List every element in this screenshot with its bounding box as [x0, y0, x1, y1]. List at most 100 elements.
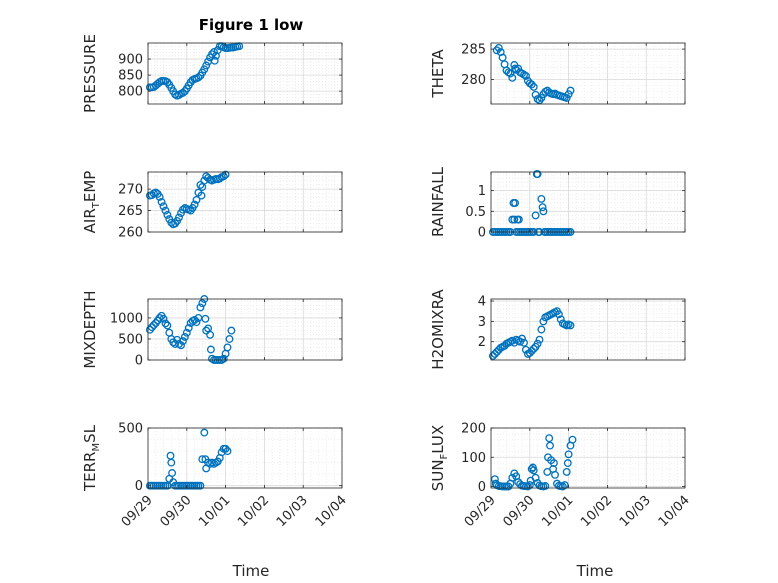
axes-box: [490, 427, 686, 489]
y-axis-label: PRESSURE: [81, 34, 99, 113]
data-point: [196, 481, 205, 490]
y-tick-label: 500: [118, 422, 143, 437]
data-point: [221, 444, 230, 453]
data-point: [198, 299, 207, 308]
data-point: [518, 334, 526, 343]
data-point: [157, 198, 166, 206]
data-point: [155, 192, 164, 201]
y-tick-label: 900: [118, 53, 143, 68]
data-point: [527, 80, 536, 89]
data-point: [539, 317, 548, 326]
data-point: [527, 465, 536, 473]
axes-box: [147, 427, 343, 489]
data-point: [178, 88, 187, 97]
data-point: [223, 447, 232, 456]
data-point: [196, 303, 205, 312]
data-point: [556, 315, 565, 324]
data-point: [184, 324, 193, 332]
data-point: [159, 314, 168, 323]
data-point: [549, 459, 558, 468]
data-point: [494, 43, 503, 52]
axes-box: [147, 298, 343, 361]
data-point: [541, 482, 550, 490]
y-tick-label: 4: [478, 295, 486, 310]
y-tick-label: 200: [461, 422, 486, 437]
data-point: [163, 321, 172, 330]
y-tick-label: 0: [478, 480, 486, 495]
data-point: [163, 481, 172, 490]
subplot-6: 2 3 4 H2OMIXRA: [429, 289, 686, 370]
data-point: [560, 481, 569, 490]
data-point: [178, 205, 187, 214]
data-point: [508, 473, 517, 482]
data-point: [525, 481, 534, 490]
data-point: [525, 348, 534, 357]
data-point: [219, 354, 228, 363]
data-point: [182, 328, 191, 337]
data-point: [546, 441, 554, 450]
y-tick-label: 0: [135, 479, 143, 494]
data-point: [202, 61, 211, 70]
data-point: [149, 321, 158, 330]
data-point: [521, 71, 530, 80]
axes-box: [147, 42, 343, 105]
data-point: [163, 210, 172, 219]
data-point: [198, 455, 207, 464]
data-point: [514, 64, 523, 73]
data-point: [215, 174, 224, 183]
data-point: [192, 195, 201, 204]
plot-area: [148, 299, 342, 360]
axes-box: [490, 298, 686, 361]
data-point: [197, 191, 206, 200]
data-point: [566, 321, 575, 330]
y-tick-label: 2: [478, 335, 486, 350]
data-point: [531, 211, 540, 220]
data-point: [159, 202, 168, 211]
y-axis-label: SUNFLUX: [429, 425, 450, 491]
data-point: [171, 90, 180, 99]
data-point: [563, 459, 572, 468]
data-point: [520, 338, 528, 347]
data-point: [564, 450, 573, 459]
data-point: [511, 199, 520, 207]
y-tick-label: 0: [478, 226, 486, 241]
subplot-5: 0 500 1000 MIXDEPTH: [81, 290, 343, 369]
data-point: [508, 336, 517, 345]
data-point: [201, 314, 210, 323]
y-axis-label: H2OMIXRA: [429, 289, 447, 370]
data-point: [200, 428, 209, 437]
data-point: [194, 73, 203, 82]
data-point: [488, 351, 497, 360]
data-point: [535, 335, 544, 344]
data-point: [210, 56, 219, 65]
data-point: [551, 470, 559, 479]
y-tick-label: 265: [118, 204, 143, 219]
y-tick-label: 260: [118, 226, 143, 241]
x-axis-label-right: Time: [576, 562, 614, 580]
data-point: [510, 215, 519, 224]
data-point: [227, 326, 236, 335]
data-point: [225, 335, 234, 343]
data-point: [200, 65, 209, 74]
data-point: [202, 326, 211, 335]
data-point: [221, 170, 230, 179]
y-axis-label: MIXDEPTH: [81, 290, 99, 368]
data-point: [208, 50, 216, 59]
data-point: [529, 466, 538, 475]
figure-title: Figure 1 low: [199, 16, 304, 34]
y-tick-label: 850: [118, 69, 143, 84]
subplot-2: 280 285 THETA: [429, 43, 686, 105]
plot-area: [148, 428, 342, 488]
data-point: [492, 46, 501, 55]
y-tick-label: 1000: [110, 311, 143, 326]
data-point: [210, 48, 218, 56]
data-point: [539, 207, 548, 216]
data-point: [537, 194, 546, 203]
y-tick-label: 500: [118, 332, 143, 347]
data-point: [196, 180, 205, 189]
data-point: [537, 325, 546, 334]
data-point: [554, 310, 563, 319]
